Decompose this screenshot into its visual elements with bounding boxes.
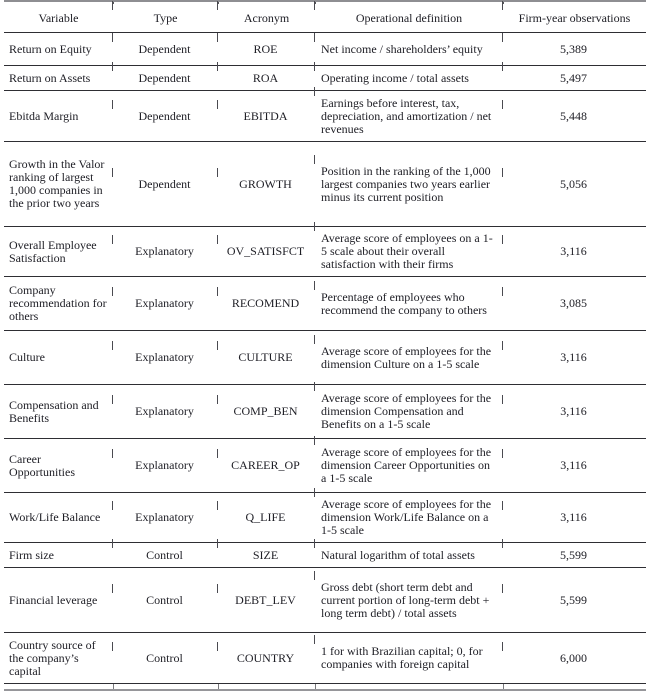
cell-definition: Earnings before interest, tax, depreciat… bbox=[314, 86, 503, 141]
table-row: Culture Explanatory CULTURE Average scor… bbox=[4, 330, 646, 384]
cell-type: Dependent bbox=[112, 99, 218, 128]
cell-type: Explanatory bbox=[112, 235, 218, 263]
cell-observations: 5,448 bbox=[502, 99, 646, 128]
cell-type: Explanatory bbox=[112, 449, 218, 477]
cell-definition: Operating income / total assets bbox=[314, 61, 503, 90]
cell-observations: 3,116 bbox=[502, 341, 646, 369]
cell-variable: Compensation and Benefits bbox=[9, 397, 99, 425]
table-row: Ebitda Margin Dependent EBITDA Earnings … bbox=[4, 86, 646, 141]
table-row: Career Opportunities Explanatory CAREER_… bbox=[4, 436, 646, 492]
cell-observations: 3,116 bbox=[502, 501, 646, 529]
table-row: Work/Life Balance Explanatory Q_LIFE Ave… bbox=[4, 488, 646, 542]
cell-type: Explanatory bbox=[112, 287, 218, 315]
table-row: Return on Equity Dependent ROE Net incom… bbox=[4, 32, 646, 65]
rule-segment bbox=[113, 2, 218, 4]
cell-acronym: SIZE bbox=[217, 538, 315, 567]
rule-segment bbox=[503, 684, 646, 689]
cell-definition: Average score of employees on a 1-5 scal… bbox=[314, 222, 503, 276]
rule-segment bbox=[218, 684, 315, 689]
cell-definition: Natural logarithm of total assets bbox=[314, 538, 503, 567]
cell-acronym: OV_SATISFCT bbox=[217, 235, 315, 263]
cell-observations: 3,116 bbox=[502, 235, 646, 263]
cell-variable: Career Opportunities bbox=[9, 451, 75, 479]
table-body: Return on Equity Dependent ROE Net incom… bbox=[4, 32, 646, 683]
column-header-acronym: Acronym bbox=[217, 0, 315, 31]
cell-observations: 5,389 bbox=[502, 32, 646, 61]
cell-acronym: ROA bbox=[217, 61, 315, 90]
column-header-type: Type bbox=[112, 0, 218, 31]
cell-acronym: CULTURE bbox=[217, 341, 315, 369]
table-row: Company recommendation for others Explan… bbox=[4, 276, 646, 330]
table-top-rule bbox=[4, 0, 646, 4]
cell-variable: Return on Equity bbox=[9, 41, 92, 56]
cell-variable: Return on Assets bbox=[9, 70, 91, 85]
table-row: Growth in the Valor ranking of largest 1… bbox=[4, 141, 646, 226]
cell-observations: 6,000 bbox=[502, 641, 646, 670]
rule-segment bbox=[503, 2, 646, 4]
cell-acronym: EBITDA bbox=[217, 99, 315, 128]
cell-variable: Growth in the Valor ranking of largest 1… bbox=[9, 157, 105, 210]
column-header-operational-definition: Operational definition bbox=[314, 0, 503, 31]
cell-type: Control bbox=[112, 538, 218, 567]
table-header-row: Variable Type Acronym Operational defini… bbox=[4, 0, 646, 32]
cell-definition: Average score of employees for the dimen… bbox=[314, 488, 503, 542]
cell-observations: 5,056 bbox=[502, 167, 646, 196]
cell-type: Explanatory bbox=[112, 501, 218, 529]
rule-segment bbox=[4, 684, 113, 689]
cell-type: Dependent bbox=[112, 32, 218, 61]
cell-observations: 3,116 bbox=[502, 395, 646, 423]
cell-type: Control bbox=[112, 641, 218, 670]
cell-acronym: RECOMEND bbox=[217, 287, 315, 315]
cell-definition: Average score of employees for the dimen… bbox=[314, 334, 503, 376]
cell-definition: Position in the ranking of the 1,000 lar… bbox=[314, 154, 503, 209]
cell-acronym: GROWTH bbox=[217, 167, 315, 196]
cell-variable: Overall Employee Satisfaction bbox=[9, 237, 97, 265]
column-header-variable: Variable bbox=[38, 10, 79, 25]
cell-type: Control bbox=[112, 583, 218, 612]
cell-definition: Average score of employees for the dimen… bbox=[314, 436, 503, 490]
cell-type: Dependent bbox=[112, 167, 218, 196]
cell-type: Explanatory bbox=[112, 395, 218, 423]
cell-type: Explanatory bbox=[112, 341, 218, 369]
cell-definition: Average score of employees for the dimen… bbox=[314, 382, 503, 436]
cell-type: Dependent bbox=[112, 61, 218, 90]
rule-segment bbox=[315, 684, 503, 689]
cell-variable: Firm size bbox=[9, 547, 54, 562]
cell-variable: Work/Life Balance bbox=[9, 510, 101, 524]
table-bottom-rule bbox=[4, 683, 646, 691]
cell-observations: 5,599 bbox=[502, 583, 646, 612]
rule-segment bbox=[4, 2, 113, 4]
cell-acronym: CAREER_OP bbox=[217, 449, 315, 477]
cell-acronym: COMP_BEN bbox=[217, 395, 315, 423]
rule-segment bbox=[113, 684, 218, 689]
cell-variable: Culture bbox=[9, 350, 45, 364]
cell-definition: Percentage of employees who recommend th… bbox=[314, 280, 503, 322]
cell-variable: Financial leverage bbox=[9, 592, 98, 607]
table-row: Compensation and Benefits Explanatory CO… bbox=[4, 382, 646, 438]
rule-segment bbox=[315, 2, 503, 4]
cell-definition: 1 for with Brazilian capital; 0, for com… bbox=[314, 635, 503, 676]
cell-definition: Net income / shareholders’ equity bbox=[314, 32, 503, 61]
cell-observations: 3,116 bbox=[502, 449, 646, 477]
table-row: Return on Assets Dependent ROA Operating… bbox=[4, 61, 646, 90]
cell-variable: Country source of the company’s capital bbox=[9, 637, 96, 678]
cell-variable: Company recommendation for others bbox=[9, 283, 107, 323]
cell-acronym: ROE bbox=[217, 32, 315, 61]
rule-segment bbox=[218, 2, 315, 4]
cell-acronym: Q_LIFE bbox=[217, 501, 315, 529]
variables-definition-table: Variable Type Acronym Operational defini… bbox=[4, 0, 646, 691]
cell-acronym: DEBT_LEV bbox=[217, 583, 315, 612]
table-row: Overall Employee Satisfaction Explanator… bbox=[4, 222, 646, 276]
cell-observations: 3,085 bbox=[502, 287, 646, 315]
cell-observations: 5,599 bbox=[502, 538, 646, 567]
column-header-firm-year-observations: Firm-year observations bbox=[502, 0, 646, 31]
table-row: Country source of the company’s capital … bbox=[4, 632, 646, 683]
cell-definition: Gross debt (short term debt and current … bbox=[314, 570, 503, 625]
cell-acronym: COUNTRY bbox=[217, 641, 315, 670]
table-row: Financial leverage Control DEBT_LEV Gros… bbox=[4, 567, 646, 632]
cell-observations: 5,497 bbox=[502, 61, 646, 90]
table-row: Firm size Control SIZE Natural logarithm… bbox=[4, 538, 646, 567]
cell-variable: Ebitda Margin bbox=[9, 108, 79, 123]
